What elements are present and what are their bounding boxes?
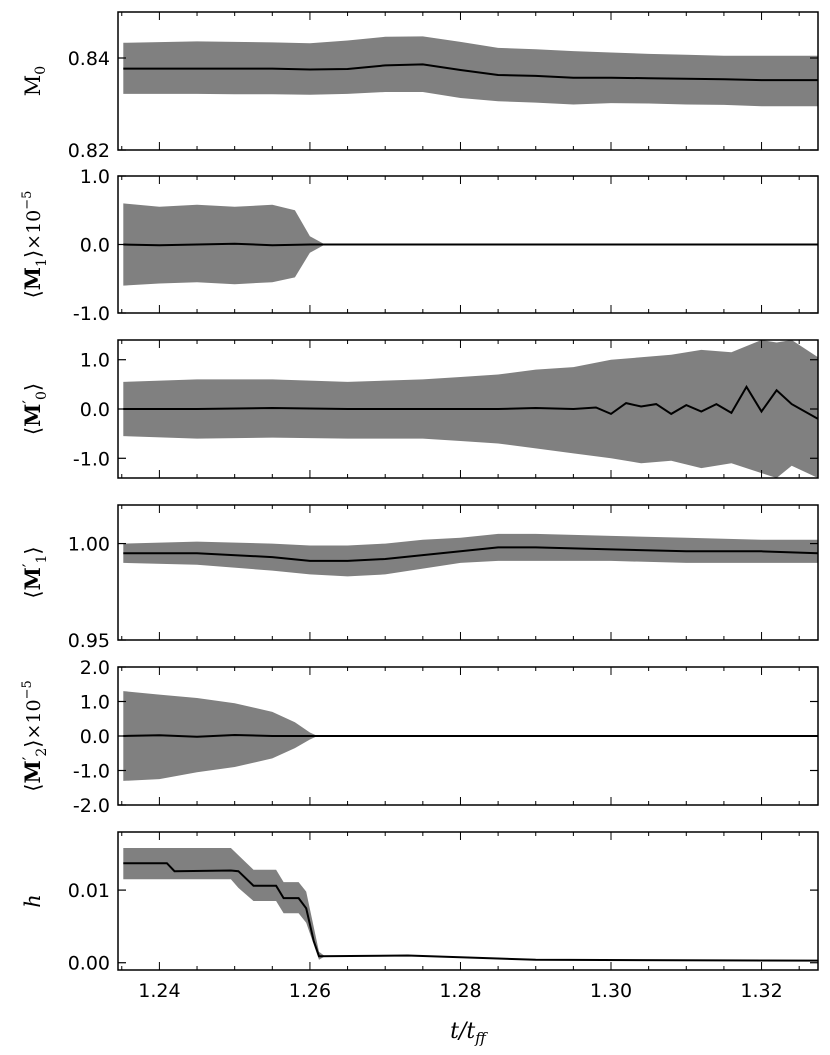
plot-frame bbox=[117, 11, 819, 151]
y-axis-label: M0 bbox=[21, 66, 49, 96]
y-axis-label-sub: 2 bbox=[34, 748, 50, 757]
y-axis-label-prime: ′ bbox=[19, 400, 38, 404]
y-axis-label-bracket: ⟩ bbox=[21, 740, 45, 748]
mean-line bbox=[123, 384, 818, 420]
y-axis-label-main: M bbox=[20, 404, 45, 427]
y-axis-label-bracket: ⟨ bbox=[21, 427, 45, 435]
y-axis-label-main: M bbox=[20, 567, 45, 590]
y-axis-label-main: M bbox=[20, 760, 45, 783]
panel-h: 0.00 0.01 h bbox=[21, 831, 819, 975]
y-tick-label: 1.0 bbox=[80, 692, 110, 714]
y-tick-label: -2.0 bbox=[73, 795, 110, 817]
y-axis-label-sub: 0 bbox=[33, 66, 49, 75]
panel-M0p: -1.0 0.0 1.0 ⟨M′0⟩ bbox=[19, 339, 819, 479]
y-tick-label: 0.0 bbox=[80, 399, 110, 421]
y-axis-label-exponent: −5 bbox=[20, 191, 35, 210]
y-axis-label: ⟨M′1⟩ bbox=[19, 546, 50, 598]
x-tick-label: 1.30 bbox=[590, 980, 632, 1002]
y-axis-label: ⟨M1⟩×10−5 bbox=[20, 191, 50, 299]
y-tick-label: 0.0 bbox=[80, 726, 110, 748]
y-axis-label: h bbox=[21, 894, 45, 908]
y-tick-label: 1.00 bbox=[68, 534, 110, 556]
y-axis-label-bracket: ⟩ bbox=[21, 383, 45, 391]
x-axis-label-main: t/t bbox=[450, 1019, 475, 1044]
y-axis-label-main: M bbox=[20, 267, 45, 290]
y-axis-label-sub: 1 bbox=[34, 258, 50, 267]
y-axis-label-prime: ′ bbox=[19, 756, 38, 760]
y-tick-label: -1.0 bbox=[73, 303, 110, 325]
y-axis-label-sub: 0 bbox=[34, 391, 50, 400]
mean-line bbox=[123, 63, 818, 82]
y-tick-label: 0.82 bbox=[68, 140, 110, 162]
spread-band bbox=[123, 848, 325, 960]
panel-M2p: -2.0 -1.0 0.0 1.0 2.0 ⟨M′2⟩×10−5 bbox=[19, 657, 819, 817]
plot-frame bbox=[117, 504, 819, 641]
y-axis-label-exponent: −5 bbox=[20, 680, 35, 699]
y-tick-label: 0.84 bbox=[68, 48, 110, 70]
x-tick-label: 1.26 bbox=[289, 980, 331, 1002]
y-axis-label: ⟨M′2⟩×10−5 bbox=[19, 680, 50, 792]
y-axis-label-sub: 1 bbox=[34, 555, 50, 564]
panel-M0: 0.82 0.84 M0 bbox=[21, 11, 819, 162]
y-axis-label-main: M bbox=[21, 75, 45, 97]
y-axis-label-bracket: ⟩ bbox=[21, 250, 45, 258]
y-tick-label: 0.0 bbox=[80, 235, 110, 257]
mean-line bbox=[123, 546, 818, 562]
spread-band bbox=[123, 533, 818, 577]
mean-line bbox=[123, 733, 818, 738]
panel-M1: -1.0 0.0 1.0 ⟨M1⟩×10−5 bbox=[20, 166, 819, 325]
y-tick-label: 0.00 bbox=[68, 953, 110, 975]
x-axis-label: t/tff bbox=[450, 1019, 488, 1047]
y-tick-label: 2.0 bbox=[80, 657, 110, 679]
y-axis-label-main: h bbox=[21, 894, 45, 908]
y-tick-label: -1.0 bbox=[73, 761, 110, 783]
mean-line bbox=[123, 242, 818, 247]
y-axis-label-bracket: ⟨ bbox=[21, 784, 45, 792]
y-axis-label-suffix: ×10 bbox=[23, 210, 45, 250]
y-axis-label-bracket: ⟨ bbox=[21, 590, 45, 598]
x-tick-label: 1.32 bbox=[740, 980, 782, 1002]
x-tick-label: 1.28 bbox=[439, 980, 481, 1002]
y-tick-label: 1.0 bbox=[80, 166, 110, 188]
y-axis-label-bracket: ⟨ bbox=[21, 290, 45, 298]
y-tick-label: 0.95 bbox=[68, 630, 110, 652]
spread-band bbox=[123, 203, 818, 286]
plot-frame bbox=[117, 831, 819, 971]
y-axis-label: ⟨M′0⟩ bbox=[19, 383, 50, 435]
y-axis-label-suffix: ×10 bbox=[23, 699, 45, 739]
panel-M1p: 0.95 1.00 ⟨M′1⟩ bbox=[19, 504, 819, 652]
y-axis-label-prime: ′ bbox=[19, 563, 38, 567]
y-tick-label: -1.0 bbox=[73, 448, 110, 470]
y-tick-label: 0.01 bbox=[68, 880, 110, 902]
y-tick-label: 1.0 bbox=[80, 350, 110, 372]
x-axis-label-sub: ff bbox=[474, 1029, 488, 1047]
x-tick-label: 1.24 bbox=[138, 980, 180, 1002]
mean-line bbox=[123, 862, 818, 962]
y-axis-label-bracket: ⟩ bbox=[21, 546, 45, 554]
